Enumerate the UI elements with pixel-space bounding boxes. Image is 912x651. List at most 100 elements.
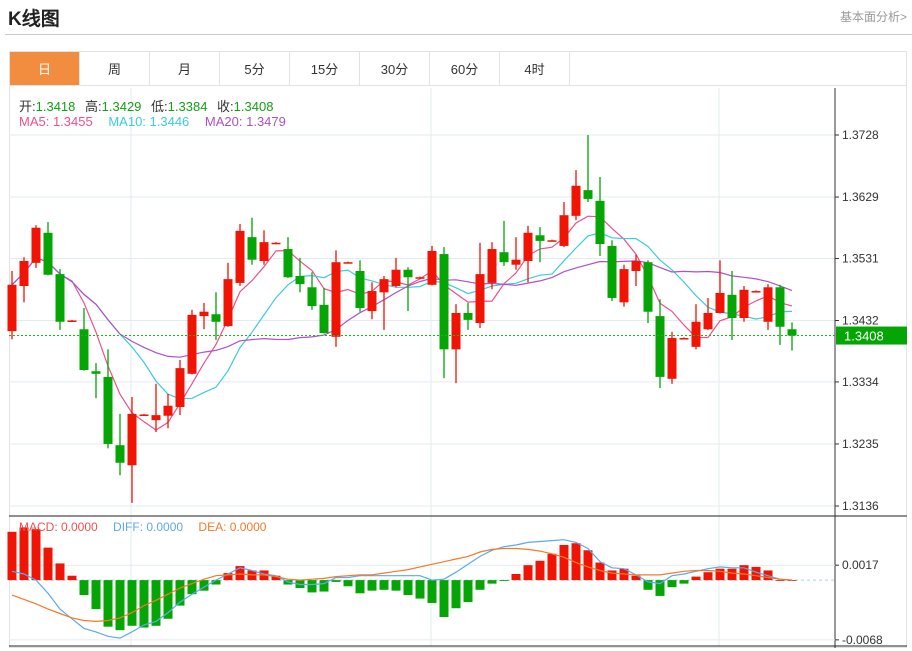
candle-down bbox=[595, 200, 605, 245]
macd-bar-positive bbox=[751, 566, 761, 581]
candle-down bbox=[607, 245, 617, 298]
macd-bar-negative bbox=[403, 580, 413, 596]
tab-month[interactable]: 月 bbox=[150, 52, 220, 85]
diff-line bbox=[11, 539, 793, 639]
candle-down bbox=[307, 287, 317, 307]
diff-value: DIFF: 0.0000 bbox=[113, 520, 184, 534]
dea-line bbox=[11, 547, 793, 623]
candle-up bbox=[151, 415, 161, 421]
macd-bar-positive bbox=[691, 576, 701, 581]
period-tabs: 日 周 月 5分 15分 30分 60分 4时 bbox=[9, 51, 907, 86]
macd-bar-negative bbox=[163, 580, 173, 619]
macd-bar-negative bbox=[343, 580, 353, 587]
ma5-value: MA5: 1.3455 bbox=[19, 114, 93, 129]
macd-bar-negative bbox=[391, 580, 401, 591]
tab-week[interactable]: 周 bbox=[80, 52, 150, 85]
candle-down bbox=[91, 371, 101, 374]
macd-bar-positive bbox=[583, 550, 593, 581]
tab-15min[interactable]: 15分 bbox=[290, 52, 360, 85]
tab-30min[interactable]: 30分 bbox=[360, 52, 430, 85]
candle-up bbox=[367, 291, 377, 312]
candle-up bbox=[391, 269, 401, 287]
candle-up bbox=[475, 274, 485, 324]
dea-value: DEA: 0.0000 bbox=[198, 520, 267, 534]
ma10-line bbox=[11, 232, 793, 400]
close-label: 收: bbox=[217, 99, 234, 114]
macd-bar-positive bbox=[535, 560, 545, 581]
macd-bar-positive bbox=[607, 570, 617, 581]
candle-up bbox=[7, 284, 17, 332]
high-value: 1.3429 bbox=[101, 99, 142, 114]
low-label: 低: bbox=[151, 99, 168, 114]
candle-up bbox=[451, 312, 461, 350]
macd-bar-negative bbox=[355, 580, 365, 594]
price-tick-label: 1.3432 bbox=[842, 314, 879, 328]
macd-bar-negative bbox=[667, 580, 677, 588]
candle-up bbox=[259, 242, 269, 261]
tab-4hour[interactable]: 4时 bbox=[500, 52, 570, 85]
price-tick-label: 1.3334 bbox=[842, 375, 879, 389]
tab-60min[interactable]: 60分 bbox=[430, 52, 500, 85]
macd-bar-negative bbox=[211, 580, 221, 585]
candle-up bbox=[163, 405, 173, 416]
macd-bar-negative bbox=[427, 580, 437, 603]
candle-down bbox=[643, 262, 653, 312]
macd-bar-negative bbox=[475, 580, 485, 590]
candle-down bbox=[79, 329, 89, 371]
tab-day[interactable]: 日 bbox=[10, 52, 80, 85]
candle-up bbox=[739, 289, 749, 318]
price-tick-label: 1.3531 bbox=[842, 251, 879, 265]
macd-info: MACD: 0.0000 DIFF: 0.0000 DEA: 0.0000 bbox=[19, 520, 272, 534]
macd-bar-negative bbox=[379, 580, 389, 590]
candle-up bbox=[427, 250, 437, 285]
candle-up bbox=[271, 242, 281, 245]
macd-bar-positive bbox=[511, 573, 521, 581]
candle-up bbox=[379, 279, 389, 293]
divider bbox=[5, 34, 912, 35]
macd-bar-positive bbox=[223, 573, 233, 581]
macd-bar-negative bbox=[439, 580, 449, 618]
macd-bar-negative bbox=[127, 580, 137, 626]
candle-down bbox=[439, 254, 449, 350]
macd-bar-negative bbox=[367, 580, 377, 591]
candle-down bbox=[283, 249, 293, 278]
price-tick-label: 1.3629 bbox=[842, 190, 879, 204]
macd-bar-positive bbox=[715, 568, 725, 581]
open-value: 1.3418 bbox=[35, 99, 76, 114]
candle-up bbox=[331, 262, 341, 337]
candle-up bbox=[67, 320, 77, 322]
macd-bar-negative bbox=[199, 580, 209, 591]
candle-up bbox=[559, 215, 569, 246]
macd-bar-positive bbox=[67, 575, 77, 581]
candle-up bbox=[415, 277, 425, 279]
macd-bar-positive bbox=[631, 575, 641, 581]
tab-5min[interactable]: 5分 bbox=[220, 52, 290, 85]
candle-up bbox=[175, 368, 185, 407]
macd-bar-negative bbox=[331, 580, 341, 582]
low-value: 1.3384 bbox=[167, 99, 208, 114]
candle-up bbox=[679, 338, 689, 340]
current-price-label: 1.3408 bbox=[844, 329, 884, 344]
candle-down bbox=[247, 237, 257, 260]
macd-tick-label: 0.0017 bbox=[842, 558, 879, 572]
macd-tick-label: -0.0068 bbox=[842, 633, 883, 647]
candle-down bbox=[583, 190, 593, 199]
macd-bar-positive bbox=[775, 580, 785, 581]
macd-bar-negative bbox=[139, 580, 149, 628]
fundamental-analysis-link[interactable]: 基本面分析> bbox=[839, 10, 907, 24]
candle-down bbox=[775, 287, 785, 327]
macd-bar-positive bbox=[271, 575, 281, 581]
macd-bar-positive bbox=[703, 572, 713, 581]
ma10-value: MA10: 1.3446 bbox=[108, 114, 190, 129]
candle-up bbox=[763, 287, 773, 322]
macd-bar-negative bbox=[499, 580, 509, 581]
candle-up bbox=[223, 279, 233, 327]
candle-down bbox=[535, 235, 545, 241]
ohlc-info: 开:1.3418 高:1.3429 低:1.3384 收:1.3408 bbox=[19, 96, 279, 115]
candle-down bbox=[655, 316, 665, 377]
macd-bar-positive bbox=[55, 563, 65, 581]
ma5-line bbox=[11, 215, 793, 431]
macd-bar-positive bbox=[547, 553, 557, 581]
candle-up bbox=[547, 240, 557, 242]
